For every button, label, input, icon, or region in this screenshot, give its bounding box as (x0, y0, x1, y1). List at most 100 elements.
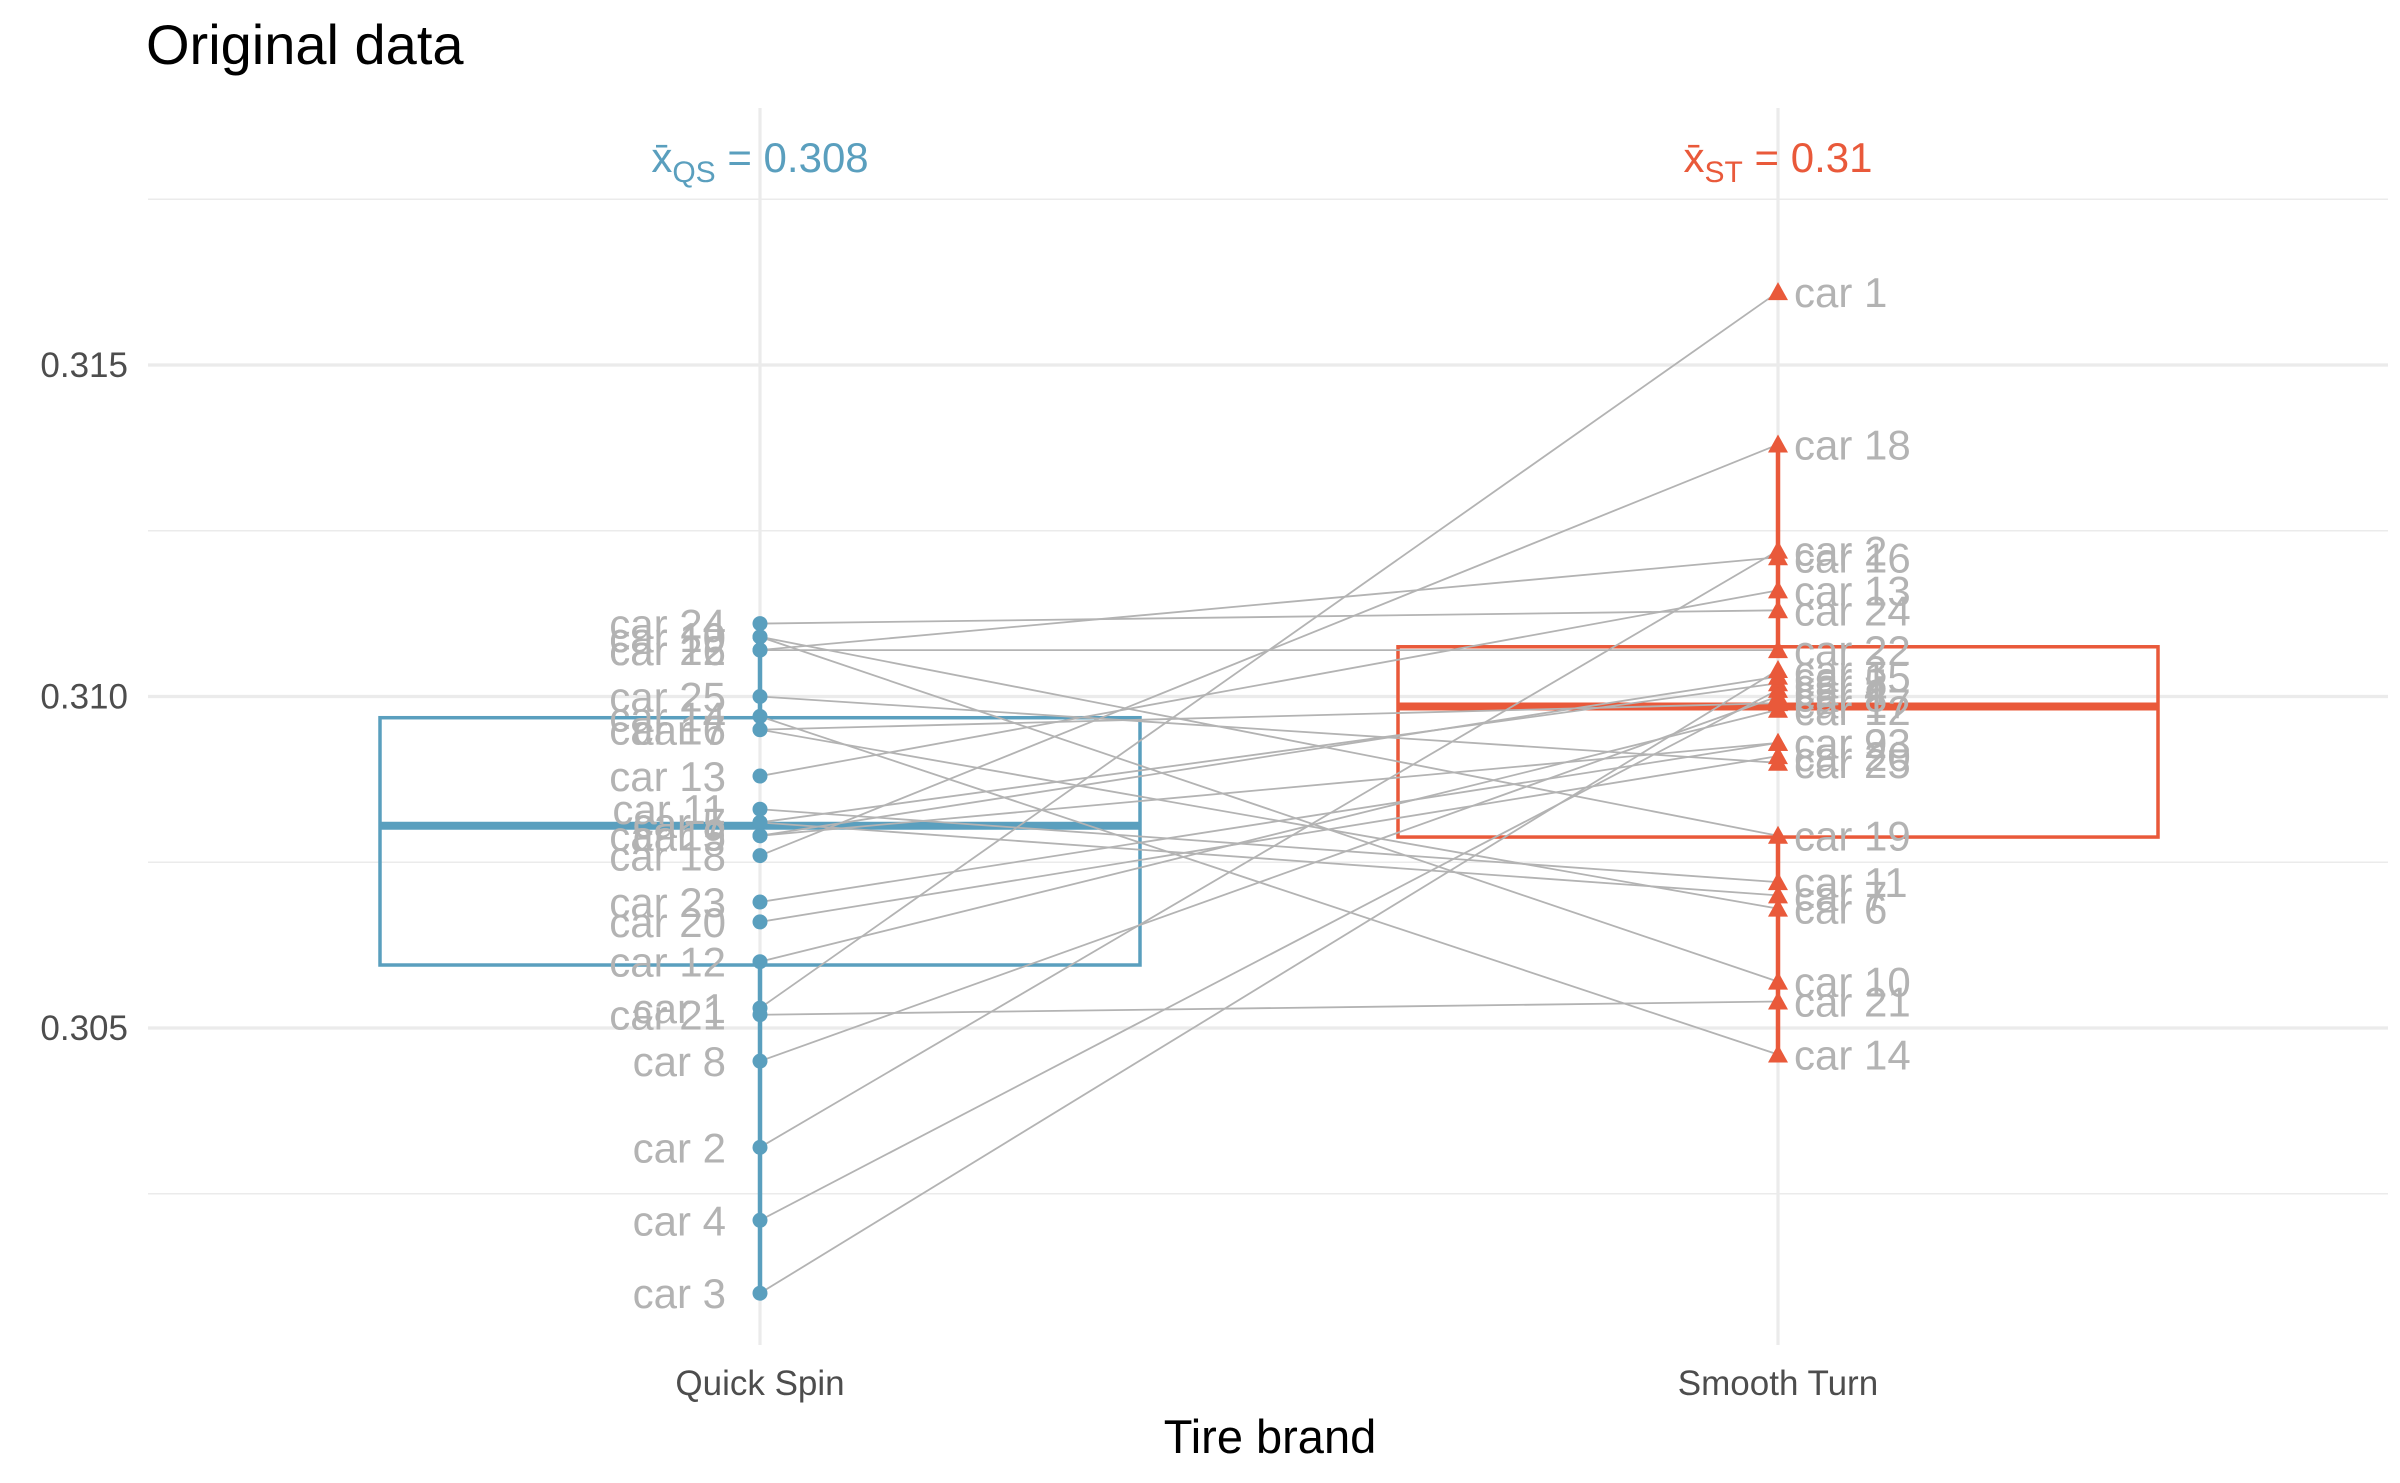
quick-spin-car-label: car 23 (609, 879, 726, 926)
quick-spin-car-label: car 16 (609, 627, 726, 674)
smooth-turn-point (1768, 666, 1788, 685)
x-tick-label: Smooth Turn (1678, 1364, 1878, 1403)
smooth-turn-point (1768, 547, 1788, 566)
quick-spin-car-label: car 24 (609, 601, 726, 648)
quick-spin-point (752, 768, 768, 784)
quick-spin-point (752, 1212, 768, 1228)
smooth-turn-car-label: car 11 (1794, 859, 1908, 906)
quick-spin-car-label: car 21 (609, 992, 726, 1039)
y-tick-label: 0.305 (40, 1009, 128, 1048)
smooth-turn-car-label: car 1 (1794, 269, 1887, 316)
pair-line (759, 682, 1779, 824)
pair-line (759, 556, 1779, 651)
smooth-turn-car-label: car 16 (1794, 534, 1911, 581)
quick-spin-car-label: car 4 (633, 1197, 726, 1244)
smooth-turn-point (1768, 825, 1788, 844)
quick-spin-car-label: car 13 (609, 753, 726, 800)
pair-line (759, 742, 1779, 837)
smooth-turn-car-label: car 8 (1794, 674, 1887, 721)
smooth-turn-car-label: car 9 (1794, 720, 1887, 767)
smooth-turn-car-label: car 6 (1794, 886, 1887, 933)
smooth-turn-car-label: car 2 (1794, 528, 1887, 575)
quick-spin-car-label: car 7 (633, 799, 726, 846)
quick-spin-car-label: car 5 (633, 799, 726, 846)
grid (148, 108, 2388, 1345)
y-axis-ticks: 0.305 0.310 0.315 (40, 346, 128, 1048)
pair-line (759, 728, 1779, 910)
quick-spin-car-label: car 19 (609, 614, 726, 661)
smooth-turn-car-label: car 7 (1794, 872, 1887, 919)
pair-line (759, 808, 1779, 884)
quick-spin-point (752, 689, 768, 704)
pair-line (759, 635, 1779, 983)
mean-symbol: x̄ (1684, 134, 1705, 181)
quick-spin-point (752, 801, 768, 817)
smooth-turn-point (1768, 1044, 1788, 1063)
smooth-turn-car-label: car 23 (1794, 720, 1911, 767)
smooth-turn-car-label: car 14 (1794, 1032, 1911, 1079)
quick-spin-car-label: car 17 (609, 707, 726, 754)
pair-line (759, 755, 1779, 923)
pair-line (759, 675, 1779, 837)
smooth-turn-car-label: car 5 (1794, 660, 1887, 707)
quick-spin-car-label: car 2 (633, 1124, 726, 1171)
pair-line (759, 821, 1779, 897)
smooth-turn-point (1768, 580, 1788, 599)
quick-spin-point (752, 1007, 768, 1023)
smooth-turn-car-label: car 24 (1794, 587, 1911, 634)
smooth-turn-car-label: car 15 (1794, 654, 1911, 701)
pair-line (759, 669, 1779, 1294)
pair-line (759, 689, 1779, 1222)
mean-symbol: x̄ (651, 134, 672, 181)
smooth-turn-point (1768, 885, 1788, 904)
quick-spin-point (752, 708, 768, 724)
pair-line (759, 715, 1779, 1056)
pair-line (759, 635, 1779, 837)
mean-value: = 0.31 (1743, 134, 1873, 181)
pair-line (759, 1000, 1779, 1016)
quick-spin-car-label: car 25 (609, 674, 726, 721)
quick-spin-car-label: car 22 (609, 627, 726, 674)
quick-spin-point (752, 814, 768, 830)
quick-spin-point (752, 1285, 768, 1301)
quick-spin-car-label: car 1 (633, 985, 726, 1032)
data-points (752, 282, 1788, 1301)
x-axis-title: Tire brand (1164, 1410, 1376, 1463)
x-tick-label: Quick Spin (675, 1364, 844, 1403)
mean-label: x̄QS = 0.308 (651, 134, 868, 189)
smooth-turn-car-label: car 22 (1794, 627, 1911, 674)
smooth-turn-point (1768, 898, 1788, 917)
smooth-turn-car-label: car 20 (1794, 733, 1911, 780)
y-tick-label: 0.315 (40, 346, 128, 385)
quick-spin-point (752, 954, 768, 970)
quick-spin-car-label: car 3 (633, 1270, 726, 1317)
smooth-turn-car-label: car 4 (1794, 667, 1887, 714)
quick-spin-point (752, 1053, 768, 1069)
quick-spin-point (752, 848, 768, 864)
quick-spin-point (752, 894, 768, 910)
quick-spin-car-label: car 9 (633, 813, 726, 860)
smooth-turn-car-label: car 18 (1794, 422, 1911, 469)
quick-spin-car-label: car 8 (633, 1038, 726, 1085)
quick-spin-point (752, 629, 768, 645)
pair-line (759, 695, 1779, 764)
quick-spin-car-label: car 15 (609, 813, 726, 860)
quick-spin-point (752, 722, 768, 738)
smooth-turn-point (1768, 971, 1788, 990)
quick-spin-car-label: car 14 (609, 693, 726, 740)
smooth-turn-point (1768, 752, 1788, 771)
pair-lines (759, 291, 1779, 1294)
quick-spin-car-label: car 10 (609, 614, 726, 661)
smooth-turn-car-label: car 10 (1794, 959, 1911, 1006)
smooth-turn-car-label: car 21 (1794, 978, 1911, 1025)
smooth-turn-car-label: car 13 (1794, 567, 1911, 614)
smooth-turn-car-label: car 12 (1794, 687, 1911, 734)
pair-line (759, 549, 1779, 1149)
smooth-turn-car-label: car 3 (1794, 647, 1887, 694)
quick-spin-car-label: car 12 (609, 939, 726, 986)
quick-spin-car-label: car 6 (633, 707, 726, 754)
smooth-turn-car-label: car 25 (1794, 740, 1911, 787)
quick-spin-point (752, 914, 768, 930)
